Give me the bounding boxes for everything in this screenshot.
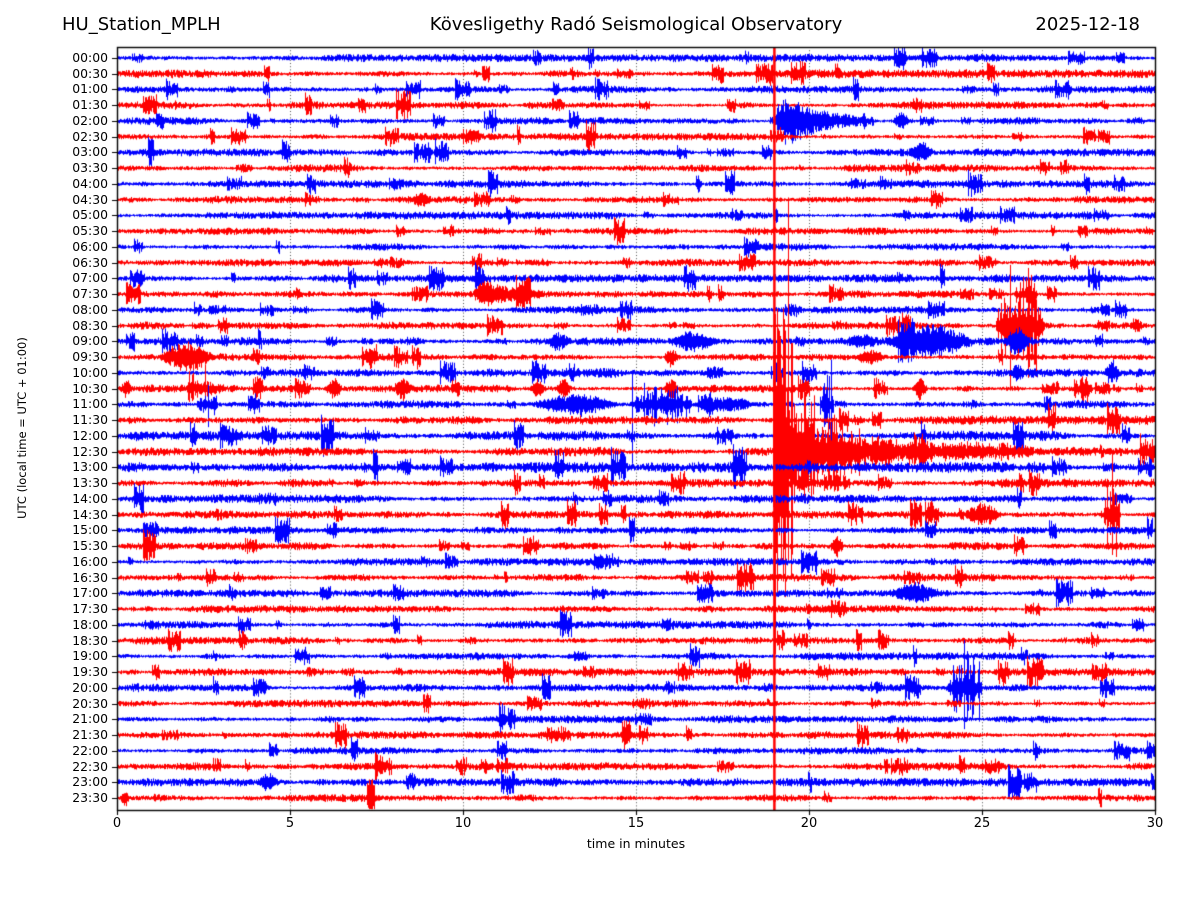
row-label: 21:30	[72, 727, 108, 743]
row-label: 11:30	[72, 412, 108, 428]
x-tick-label: 30	[1146, 816, 1164, 831]
row-label: 19:00	[72, 648, 108, 664]
row-label: 22:00	[72, 742, 108, 758]
row-label: 05:00	[72, 207, 108, 223]
row-label: 14:30	[72, 506, 108, 522]
row-label: 11:00	[72, 396, 108, 412]
x-tick-label: 20	[800, 816, 818, 831]
row-label: 01:30	[72, 97, 108, 113]
row-label: 02:30	[72, 128, 108, 144]
row-label: 21:00	[72, 711, 108, 727]
row-label: 07:00	[72, 270, 108, 286]
row-label: 00:30	[72, 65, 108, 81]
x-tick-label: 25	[973, 816, 991, 831]
row-label: 09:00	[72, 333, 108, 349]
row-label: 00:00	[72, 50, 108, 65]
observatory-title: Kövesligethy Radó Seismological Observat…	[429, 14, 843, 35]
row-label: 09:30	[72, 349, 108, 365]
x-tick-label: 5	[285, 816, 295, 831]
row-label: 03:30	[72, 160, 108, 176]
row-label: 03:00	[72, 144, 108, 160]
station-title: HU_Station_MPLH	[62, 14, 221, 35]
row-label: 16:00	[72, 553, 108, 569]
row-label: 04:00	[72, 175, 108, 191]
row-label: 02:00	[72, 112, 108, 128]
row-label: 08:00	[72, 301, 108, 317]
x-tick-label: 10	[454, 816, 472, 831]
x-axis-label: time in minutes	[586, 836, 686, 851]
row-label: 06:00	[72, 238, 108, 254]
row-label: 01:00	[72, 81, 108, 97]
row-label: 04:30	[72, 191, 108, 207]
x-tick-label: 0	[112, 816, 122, 831]
row-label: 10:00	[72, 364, 108, 380]
row-label: 07:30	[72, 286, 108, 302]
row-label: 18:00	[72, 616, 108, 632]
row-label: 08:30	[72, 317, 108, 333]
row-label: 19:30	[72, 664, 108, 680]
row-label: 15:30	[72, 538, 108, 554]
row-label: 17:00	[72, 585, 108, 601]
row-label: 23:00	[72, 774, 108, 790]
x-tick-label: 15	[627, 816, 645, 831]
row-label: 15:00	[72, 522, 108, 538]
row-label: 17:30	[72, 601, 108, 617]
row-label: 13:00	[72, 459, 108, 475]
date-label: 2025-12-18	[1035, 14, 1140, 35]
row-label: 13:30	[72, 475, 108, 491]
row-label: 23:30	[72, 790, 108, 805]
row-label: 05:30	[72, 223, 108, 239]
row-label: 12:00	[72, 427, 108, 443]
row-label: 12:30	[72, 443, 108, 459]
row-label: 14:00	[72, 490, 108, 506]
row-label: 20:30	[72, 695, 108, 711]
row-label: 16:30	[72, 569, 108, 585]
row-label: 22:30	[72, 758, 108, 774]
row-label: 20:00	[72, 679, 108, 695]
row-label: 06:30	[72, 254, 108, 270]
row-label: 18:30	[72, 632, 108, 648]
row-label: 10:30	[72, 380, 108, 396]
